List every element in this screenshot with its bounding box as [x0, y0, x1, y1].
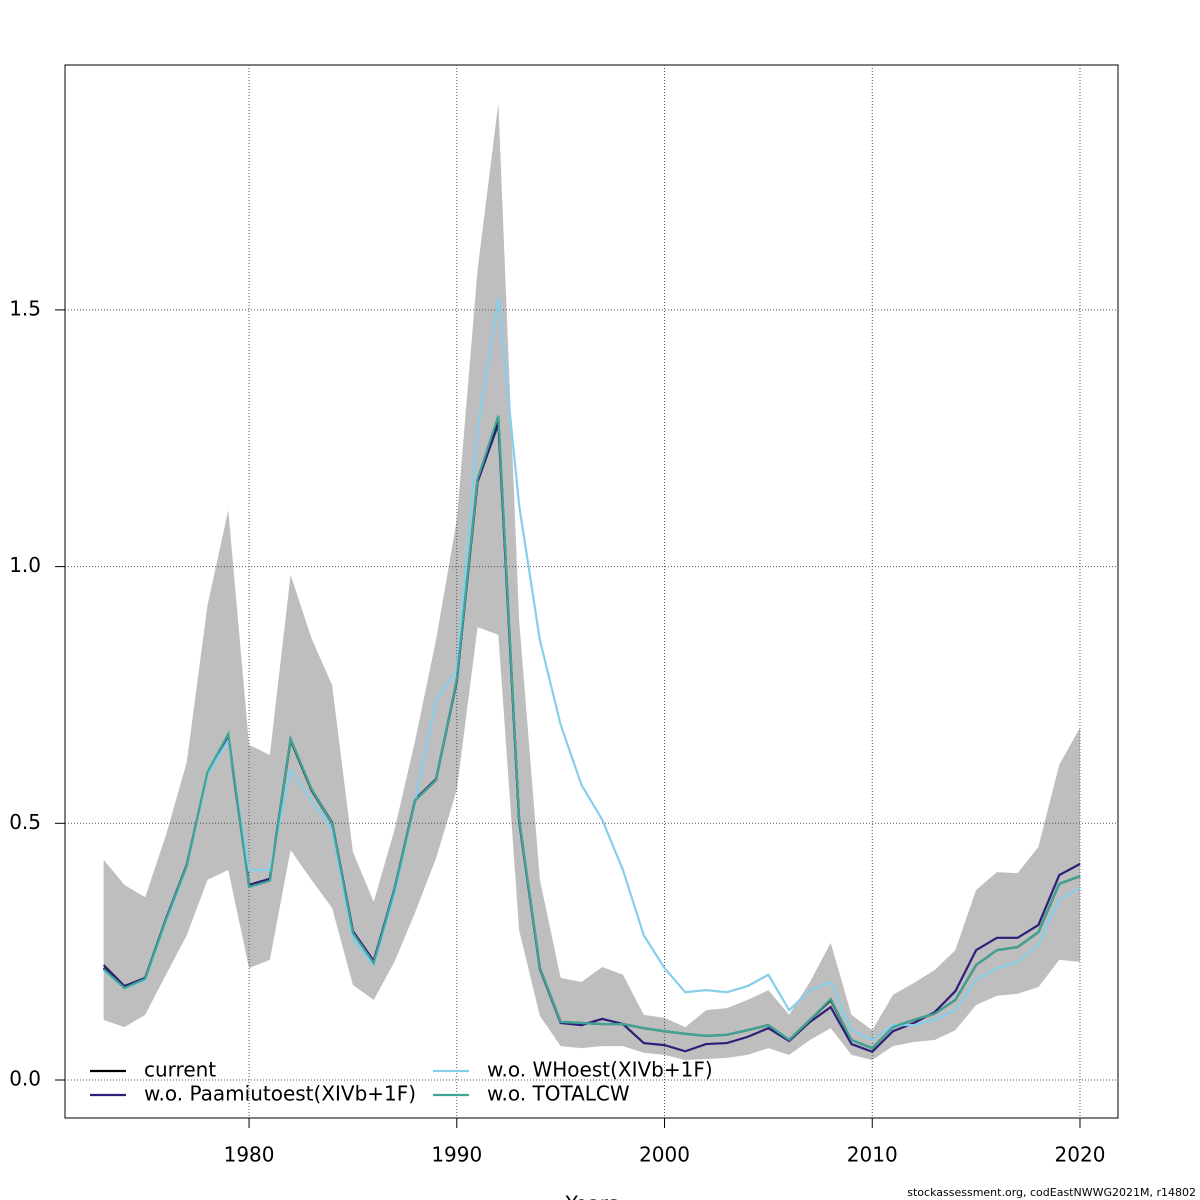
series-line: [102, 297, 1081, 1042]
y-tick-label: 0.0: [9, 1067, 41, 1091]
x-axis-label: Years: [565, 1192, 619, 1200]
x-tick-label: 2020: [1055, 1143, 1106, 1167]
x-tick-label: 2000: [639, 1143, 690, 1167]
series-line: [102, 415, 1081, 1050]
y-tick-label: 0.5: [9, 810, 41, 834]
series-line: [102, 423, 1081, 1054]
confidence-band: [103, 102, 1080, 1060]
x-tick-label: 2010: [847, 1143, 898, 1167]
legend-label: w.o. WHoest(XIVb+1F): [487, 1058, 713, 1082]
caption: stockassessment.org, codEastNWWG2021M, r…: [907, 1186, 1196, 1199]
plot-frame: [64, 64, 1119, 1119]
x-tick-label: 1990: [431, 1143, 482, 1167]
x-tick-label: 1980: [224, 1143, 275, 1167]
y-tick-label: 1.0: [9, 553, 41, 577]
y-tick-label: 1.5: [9, 296, 41, 320]
legend-label: w.o. TOTALCW: [487, 1082, 630, 1106]
legend-label: w.o. Paamiutoest(XIVb+1F): [144, 1082, 416, 1106]
legend-label: current: [144, 1058, 216, 1082]
